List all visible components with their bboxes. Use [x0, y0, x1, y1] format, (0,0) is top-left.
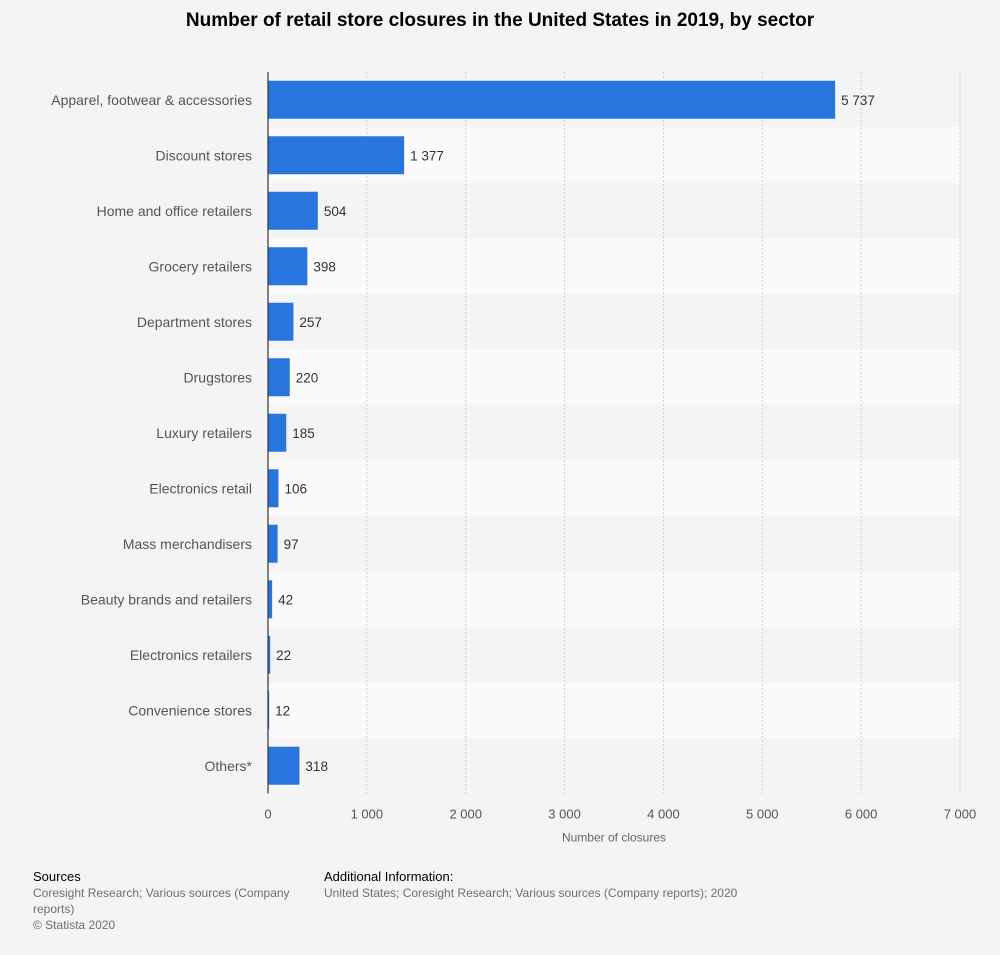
grid-lines	[366, 72, 961, 794]
category-label: Electronics retail	[149, 480, 252, 496]
category-label: Beauty brands and retailers	[81, 591, 252, 607]
value-label: 504	[324, 204, 347, 219]
category-label: Others*	[205, 758, 253, 774]
x-tick-labels: 0 1 000 2 000 3 000 4 000 5 000 6 000 7 000	[264, 807, 976, 822]
value-label: 185	[292, 426, 315, 441]
category-label: Drugstores	[184, 369, 252, 385]
x-tick-label: 7 000	[944, 807, 977, 822]
x-tick-label: 6 000	[845, 807, 878, 822]
row-band	[268, 349, 960, 405]
row-band	[268, 516, 960, 572]
row-band	[268, 238, 960, 294]
category-label: Convenience stores	[128, 702, 252, 718]
category-label: Apparel, footwear & accessories	[51, 92, 252, 108]
category-labels: Apparel, footwear & accessories Discount …	[51, 92, 252, 774]
value-label: 22	[276, 648, 291, 663]
additional-info-text: United States; Coresight Research; Vario…	[324, 886, 738, 900]
row-band	[268, 183, 960, 239]
value-label: 5 737	[841, 93, 875, 108]
bar	[268, 302, 294, 341]
x-axis-label: Number of closures	[562, 831, 666, 845]
value-label: 398	[313, 259, 336, 274]
bar	[268, 524, 278, 563]
value-label: 42	[278, 592, 293, 607]
bar	[268, 413, 287, 452]
bars	[268, 80, 836, 785]
row-band	[268, 294, 960, 350]
row-band	[268, 460, 960, 516]
bar	[268, 580, 273, 619]
x-tick-label: 2 000	[449, 807, 482, 822]
bar	[268, 358, 290, 397]
x-tick-label: 4 000	[647, 807, 680, 822]
row-band	[268, 682, 960, 738]
value-label: 97	[284, 537, 299, 552]
sources-block: Sources Coresight Research; Various sour…	[33, 869, 308, 933]
row-band	[268, 405, 960, 461]
chart-title: Number of retail store closures in the U…	[185, 10, 815, 31]
row-bands	[268, 72, 960, 794]
row-band	[268, 627, 960, 683]
bar	[268, 80, 836, 119]
sources-text: Coresight Research; Various sources (Com…	[33, 886, 290, 916]
x-tick-label: 3 000	[548, 807, 581, 822]
bar	[268, 469, 279, 508]
category-label: Electronics retailers	[130, 647, 252, 663]
category-label: Department stores	[137, 314, 252, 330]
value-label: 220	[296, 370, 319, 385]
bar	[268, 635, 271, 674]
value-label: 318	[305, 759, 328, 774]
bar	[268, 746, 300, 785]
category-label: Luxury retailers	[156, 425, 252, 441]
value-label: 12	[275, 703, 290, 718]
bar	[268, 191, 318, 230]
x-tick-label: 0	[264, 807, 271, 822]
category-label: Home and office retailers	[97, 203, 252, 219]
value-label: 257	[299, 315, 322, 330]
value-label: 1 377	[410, 148, 444, 163]
category-label: Mass merchandisers	[123, 536, 252, 552]
copyright-text: © Statista 2020	[33, 918, 116, 932]
value-label: 106	[284, 481, 307, 496]
bar	[268, 136, 405, 175]
sources-heading: Sources	[33, 869, 81, 884]
row-band	[268, 738, 960, 794]
row-band	[268, 571, 960, 627]
x-tick-label: 5 000	[746, 807, 779, 822]
category-label: Grocery retailers	[149, 258, 252, 274]
value-labels: 5 737 1 377 504 398 257 220 185 106 97 42 22 12 318	[275, 93, 875, 774]
additional-info-block: Additional Information: United States; C…	[324, 869, 824, 901]
bar	[268, 247, 308, 286]
additional-info-heading: Additional Information:	[324, 869, 454, 884]
category-label: Discount stores	[156, 147, 252, 163]
x-tick-label: 1 000	[351, 807, 384, 822]
